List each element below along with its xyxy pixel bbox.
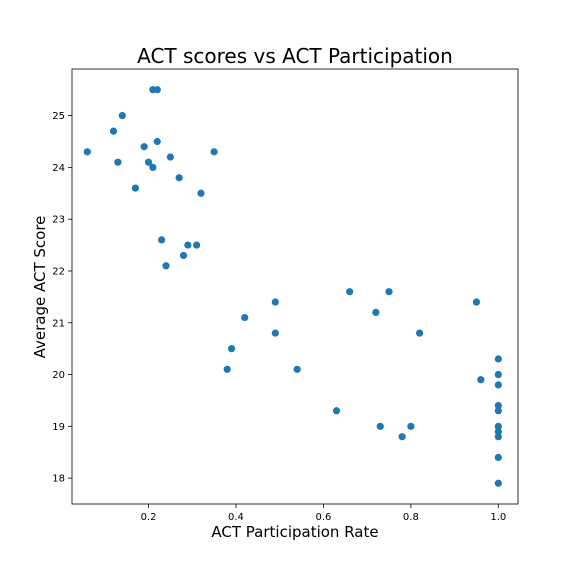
- data-point: [114, 158, 122, 166]
- data-point: [210, 148, 218, 156]
- data-point: [494, 422, 502, 430]
- data-point: [494, 433, 502, 441]
- data-point: [494, 381, 502, 389]
- data-point: [398, 433, 406, 441]
- y-tick-label: 20: [52, 370, 65, 381]
- data-point: [83, 148, 91, 156]
- data-points: [83, 86, 502, 487]
- data-point: [494, 407, 502, 415]
- data-point: [144, 158, 153, 166]
- x-tick-label: 0.2: [141, 512, 157, 523]
- data-point: [162, 262, 170, 270]
- data-point: [494, 453, 502, 461]
- y-tick-label: 21: [52, 318, 65, 329]
- data-point: [494, 479, 502, 487]
- data-point: [271, 329, 279, 337]
- data-point: [494, 427, 502, 436]
- data-point: [293, 365, 301, 373]
- data-point: [184, 241, 192, 249]
- x-tick-label: 0.8: [403, 512, 419, 523]
- data-point: [416, 329, 424, 337]
- data-point: [332, 407, 341, 415]
- data-point: [149, 163, 157, 171]
- data-point: [494, 355, 502, 363]
- data-point: [153, 137, 161, 146]
- x-axis-label: ACT Participation Rate: [211, 523, 378, 541]
- x-axis-ticks: 0.2 0.4 0.6 0.8 1.0: [141, 504, 506, 523]
- data-point: [407, 422, 415, 430]
- y-tick-label: 22: [52, 266, 65, 277]
- data-point: [197, 189, 205, 197]
- y-axis-label: Average ACT Score: [31, 216, 49, 359]
- data-point: [376, 422, 384, 430]
- y-tick-label: 23: [52, 215, 65, 226]
- data-point: [179, 251, 188, 260]
- data-point: [223, 365, 231, 373]
- data-point: [193, 241, 201, 249]
- data-point: [494, 402, 502, 410]
- data-point: [385, 288, 393, 296]
- data-point: [166, 153, 174, 161]
- data-point: [227, 345, 236, 353]
- y-tick-label: 25: [52, 111, 65, 122]
- data-point: [158, 236, 166, 244]
- y-tick-label: 19: [52, 422, 65, 433]
- y-axis-ticks: 18 19 20 21 22 23 24 25: [52, 111, 72, 485]
- y-tick-label: 18: [52, 474, 65, 485]
- data-point: [477, 376, 485, 384]
- data-point: [271, 298, 279, 306]
- data-point: [494, 370, 502, 379]
- x-tick-label: 1.0: [490, 512, 506, 523]
- y-tick-label: 24: [52, 163, 65, 174]
- data-point: [109, 127, 118, 135]
- data-point: [372, 308, 380, 316]
- data-point: [140, 143, 148, 151]
- data-point: [153, 86, 161, 94]
- data-point: [118, 112, 126, 120]
- data-point: [175, 174, 183, 182]
- x-tick-label: 0.6: [315, 512, 331, 523]
- x-tick-label: 0.4: [228, 512, 244, 523]
- chart-title: ACT scores vs ACT Participation: [137, 44, 453, 68]
- data-point: [346, 288, 354, 296]
- plot-area-frame: [71, 68, 519, 505]
- data-point: [472, 298, 481, 306]
- data-point: [241, 313, 249, 322]
- data-point: [131, 184, 140, 192]
